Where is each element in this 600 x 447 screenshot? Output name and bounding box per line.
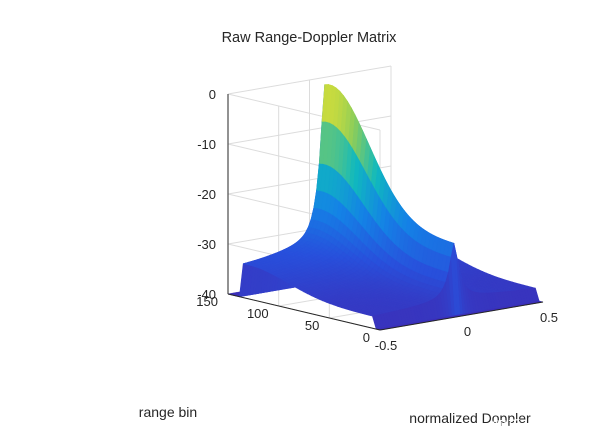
tick-labels: -0.5 0 0.5 0 50 100 150 0 -10 -20 -30 -40 <box>196 87 558 353</box>
z-tick-label: -20 <box>197 187 216 202</box>
x-tick-label: 0.5 <box>540 310 558 325</box>
x-axis-label: normalized Doppler <box>409 410 531 426</box>
z-tick-label: -30 <box>197 237 216 252</box>
z-tick-label: 0 <box>209 87 216 102</box>
y-tick-label: 100 <box>247 306 269 321</box>
surface-mesh <box>227 84 544 331</box>
x-tick-label: -0.5 <box>375 338 397 353</box>
y-axis-label: range bin <box>139 404 197 420</box>
x-axis-line <box>379 301 544 331</box>
y-tick-label: 0 <box>363 330 370 345</box>
z-tick-label: -10 <box>197 137 216 152</box>
axes <box>227 94 544 331</box>
z-tick-label: -40 <box>197 287 216 302</box>
y-tick-label: 150 <box>196 294 218 309</box>
y-axis-line <box>227 293 381 331</box>
y-tick-label: 50 <box>305 318 319 333</box>
chart-title: Raw Range-Doppler Matrix <box>222 30 398 46</box>
watermark: 知乎 @路阳 <box>492 417 572 435</box>
x-tick-label: 0 <box>464 324 471 339</box>
